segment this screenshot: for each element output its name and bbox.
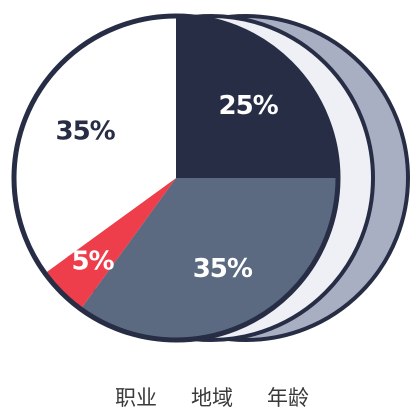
tab-occupation[interactable]: 职业 [115,386,157,410]
slice-slate [80,178,339,340]
slice-dark-navy [176,16,338,178]
slice-label-white: 35% [56,117,116,147]
slice-white [14,16,177,274]
category-tabs: 职业 地域 年龄 [0,383,418,419]
pie-chart: 25% 35% 5% 35% [11,13,410,343]
tab-age[interactable]: 年龄 [267,386,309,410]
slice-red [44,178,177,310]
pie-outline [11,13,341,343]
tab-region[interactable]: 地域 [191,386,233,410]
pie-labels: 25% 35% 5% 35% [56,91,280,284]
slice-label-dark-navy: 25% [219,91,279,121]
pie-slices [14,16,339,340]
slice-label-red: 5% [71,246,114,276]
slice-label-slate: 35% [193,254,253,284]
